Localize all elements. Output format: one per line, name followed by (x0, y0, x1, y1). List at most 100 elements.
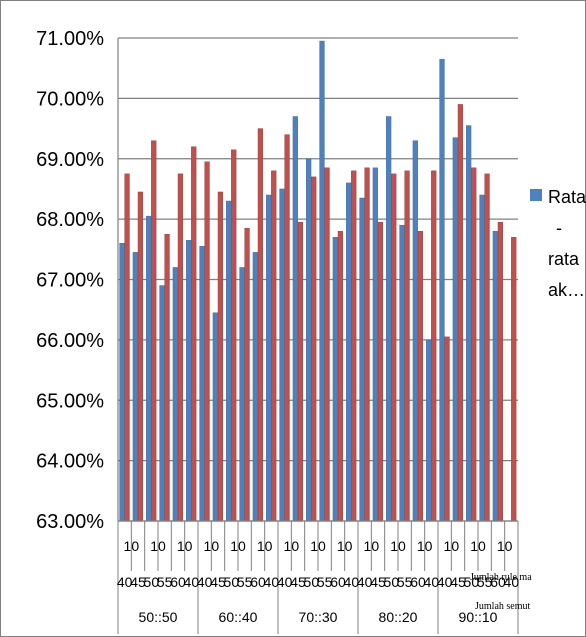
bar-series-2 (391, 173, 397, 522)
legend-label: Rata (548, 187, 586, 207)
x-tick-label-semut: 45 (370, 574, 386, 590)
x-group-label: 50::50 (139, 609, 178, 625)
x-tick-label-semut: 55 (237, 574, 253, 590)
bar-series-2 (177, 173, 184, 522)
x-tick-label-semut: 55 (317, 574, 333, 590)
bar-series-1 (426, 339, 432, 522)
bar-series-1 (492, 230, 498, 522)
bar-series-1 (319, 40, 325, 522)
bar-series-1 (346, 182, 352, 522)
x-tick-label-rule: 10 (124, 538, 140, 554)
bar-series-2 (244, 227, 250, 522)
x-tick-label-rule: 10 (444, 538, 460, 554)
bar-series-2 (497, 221, 504, 522)
x-tick-label-rule: 10 (417, 538, 433, 554)
bar-series-2 (271, 170, 277, 522)
bar-series-2 (151, 140, 157, 522)
y-tick-label: 68.00% (36, 209, 104, 231)
x-tick-label-semut: 40 (197, 574, 213, 590)
bar-series-1 (239, 267, 245, 522)
bar-series-1 (146, 215, 152, 522)
bar-series-1 (172, 267, 178, 522)
bar-series-1 (266, 194, 272, 522)
x-tick-label-rule: 10 (497, 538, 513, 554)
x-tick-label-rule: 10 (257, 538, 273, 554)
bar-series-1 (306, 158, 312, 522)
x-tick-label-semut: 40 (357, 574, 373, 590)
x-tick-label-semut: 40 (344, 574, 360, 590)
axis-title-rule: Jumlah rule ma (470, 572, 532, 583)
x-tick-label-rule: 10 (364, 538, 380, 554)
x-tick-label-semut: 55 (477, 574, 493, 590)
x-group-label: 60::40 (219, 609, 258, 625)
bar-series-2 (457, 104, 464, 522)
y-tick-label: 66.00% (36, 330, 104, 352)
bar-series-1 (452, 137, 458, 522)
bar-series-2 (164, 234, 170, 522)
x-tick-label-semut: 40 (264, 574, 280, 590)
bar-series-2 (444, 336, 450, 522)
x-tick-label-semut: 45 (130, 574, 146, 590)
x-tick-label-semut: 50 (304, 574, 320, 590)
bar-series-1 (159, 285, 165, 522)
x-group-label: 80::20 (379, 609, 418, 625)
bar-series-1 (199, 246, 205, 522)
bar-series-1 (359, 197, 365, 522)
x-tick-label-semut: 40 (277, 574, 293, 590)
bar-series-1 (332, 237, 338, 522)
y-tick-label: 70.00% (36, 88, 104, 110)
x-tick-label-semut: 45 (450, 574, 466, 590)
x-tick-label-semut: 55 (157, 574, 173, 590)
bar-series-2 (284, 134, 290, 522)
legend-label: rata (548, 249, 580, 269)
bar-series-1 (479, 194, 485, 522)
x-tick-label-rule: 10 (204, 538, 220, 554)
legend-label: - (556, 218, 562, 238)
bar-series-2 (204, 161, 210, 522)
x-tick-label-semut: 45 (210, 574, 226, 590)
bar-series-2 (217, 191, 224, 522)
x-tick-label-semut: 40 (184, 574, 200, 590)
bar-series-1 (119, 243, 125, 522)
x-tick-label-rule: 10 (150, 538, 166, 554)
bar-series-1 (186, 240, 192, 522)
legend-swatch (530, 189, 542, 201)
bar-series-2 (471, 167, 477, 522)
x-tick-label-semut: 60 (410, 574, 426, 590)
x-tick-label-rule: 10 (177, 538, 193, 554)
x-tick-label-semut: 50 (144, 574, 160, 590)
x-tick-label-semut: 60 (170, 574, 186, 590)
bar-series-2 (404, 170, 410, 522)
x-tick-label-semut: 40 (437, 574, 453, 590)
bar-series-2 (124, 173, 130, 522)
bar-series-2 (511, 237, 517, 522)
x-tick-label-semut: 55 (397, 574, 413, 590)
bar-series-2 (351, 170, 357, 522)
bar-series-2 (311, 176, 317, 522)
bar-series-2 (377, 221, 384, 522)
x-tick-label-semut: 45 (290, 574, 306, 590)
bar-series-1 (399, 224, 405, 522)
bar-series-2 (191, 146, 197, 522)
y-tick-label: 65.00% (36, 390, 104, 412)
y-tick-label: 67.00% (36, 270, 104, 292)
bar-series-2 (417, 230, 424, 522)
x-tick-label-semut: 50 (384, 574, 400, 590)
x-tick-label-semut: 50 (464, 574, 480, 590)
bar-series-2 (297, 221, 304, 522)
bar-series-2 (257, 128, 264, 522)
bar-series-2 (231, 149, 237, 522)
y-tick-label: 64.00% (36, 451, 104, 473)
x-tick-label-semut: 60 (330, 574, 346, 590)
bar-series-2 (137, 191, 144, 522)
x-tick-label-rule: 10 (284, 538, 300, 554)
x-tick-label-semut: 40 (117, 574, 133, 590)
bar-series-2 (324, 167, 330, 522)
x-group-label: 70::30 (299, 609, 338, 625)
bar-series-1 (386, 116, 392, 522)
x-tick-label-semut: 50 (224, 574, 240, 590)
bar-series-1 (439, 58, 445, 522)
x-tick-label-semut: 40 (424, 574, 440, 590)
bar-series-2 (337, 230, 344, 522)
